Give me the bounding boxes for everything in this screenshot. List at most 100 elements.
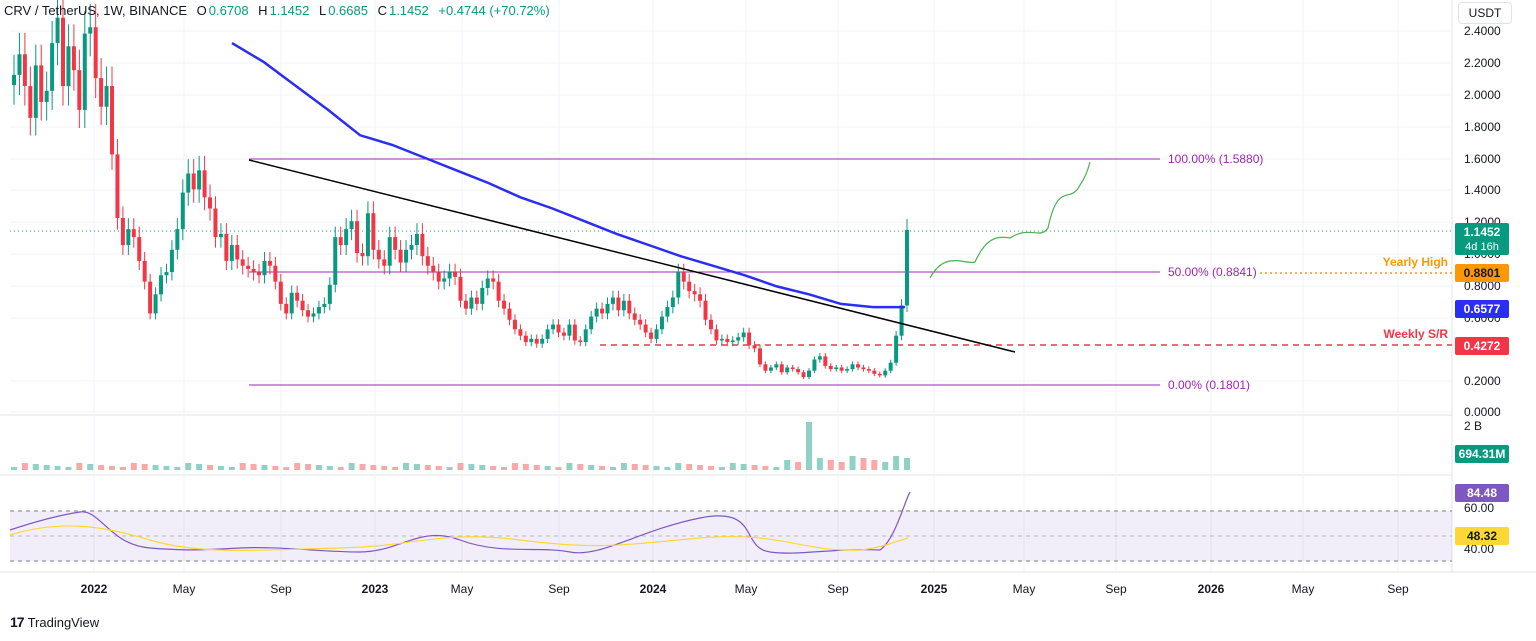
candle (703, 300, 708, 320)
open-label: O (196, 3, 207, 18)
candle (110, 86, 115, 155)
candle (382, 259, 387, 266)
volume-bar (65, 467, 72, 470)
candle (774, 364, 779, 368)
brand-name: TradingView (27, 614, 100, 630)
candle (730, 340, 735, 343)
volume-bar (816, 458, 823, 470)
candle (365, 213, 370, 257)
candle (327, 284, 332, 304)
indicator-lines (231, 42, 1091, 353)
candle (186, 173, 191, 193)
volume-bar (609, 467, 616, 470)
candle (344, 229, 349, 246)
volume-bar (533, 465, 540, 470)
candle (442, 278, 447, 282)
candle (218, 233, 223, 238)
volume-bar (664, 467, 671, 470)
volume-bar (566, 463, 573, 470)
candle (747, 332, 752, 346)
candle (44, 90, 49, 102)
volume-bar (435, 466, 442, 470)
x-tick-label: 2023 (362, 582, 389, 596)
volume-bar (522, 464, 529, 470)
candle (551, 324, 556, 330)
candle (420, 233, 425, 257)
candle (561, 332, 566, 336)
x-tick-label: May (1292, 582, 1315, 596)
candle (583, 329, 588, 343)
volume-bar (457, 463, 464, 470)
candle (899, 305, 904, 336)
candle (556, 324, 561, 333)
candle (567, 324, 572, 336)
candle (77, 70, 82, 110)
volume-bar (446, 467, 453, 470)
candle (529, 338, 534, 343)
countdown-value: 4d 16h (1465, 241, 1499, 253)
volume-bar (87, 464, 94, 470)
volume-bar (76, 463, 83, 470)
volume-bar (32, 464, 39, 470)
volume-bar (729, 463, 736, 470)
candle (578, 340, 583, 343)
candle (845, 369, 850, 371)
candle (115, 154, 120, 219)
candle (355, 221, 360, 253)
candle (523, 335, 528, 343)
candle (273, 265, 278, 282)
candle (235, 245, 240, 260)
volume-bar (141, 464, 148, 470)
candle (779, 364, 784, 373)
descending-trendline (248, 159, 1016, 353)
volume-bar (261, 465, 268, 470)
volume-last-badge (1455, 445, 1509, 463)
yearly-high-annotation: Yearly High (1383, 255, 1448, 269)
candle (284, 303, 289, 314)
volume-bar (283, 467, 290, 470)
y-tick-label: 0.8000 (1464, 279, 1501, 293)
candle (104, 86, 109, 107)
candle (643, 324, 648, 333)
x-tick-label: 2022 (81, 582, 108, 596)
candle (676, 272, 681, 298)
low-label: L (318, 3, 327, 18)
candle (905, 229, 909, 306)
candle (545, 329, 550, 339)
volume-bar (697, 465, 704, 470)
volume-bar (838, 462, 845, 470)
candle (22, 54, 27, 87)
volume-bar (305, 464, 312, 470)
low-value: 0.6685 (328, 3, 368, 18)
price-labels: 1.1452 4d 16h 0.8801 0.6577 0.4272 694.31M 84.… (1455, 223, 1509, 545)
y-tick-label: 1.4000 (1464, 183, 1501, 197)
x-tick-label: May (451, 582, 474, 596)
candle (806, 370, 811, 378)
candle (88, 27, 93, 34)
currency-selector[interactable]: USDT (1458, 2, 1512, 24)
candle (850, 364, 855, 370)
candle (33, 65, 38, 118)
tradingview-brand[interactable]: 17 TradingView (10, 614, 99, 630)
volume-bar (751, 465, 758, 470)
candle (197, 170, 202, 190)
symbol-title[interactable]: CRV / TetherUS, 1W, BINANCE (4, 3, 188, 18)
open-value: 0.6708 (208, 3, 249, 18)
volume-bar (893, 456, 900, 470)
volume-bar (904, 458, 910, 470)
candle (594, 308, 599, 317)
volume-bar (130, 463, 137, 470)
volume-bar (250, 464, 257, 470)
candle (82, 33, 87, 110)
candle (17, 54, 22, 75)
candle (681, 272, 686, 282)
candle (741, 332, 746, 338)
candle (828, 365, 833, 370)
volume-bar (207, 465, 214, 470)
volume-bar (98, 465, 105, 470)
candle (316, 307, 321, 314)
candle (757, 348, 762, 365)
tradingview-logo-icon: 17 (10, 614, 25, 630)
candle (790, 367, 795, 370)
